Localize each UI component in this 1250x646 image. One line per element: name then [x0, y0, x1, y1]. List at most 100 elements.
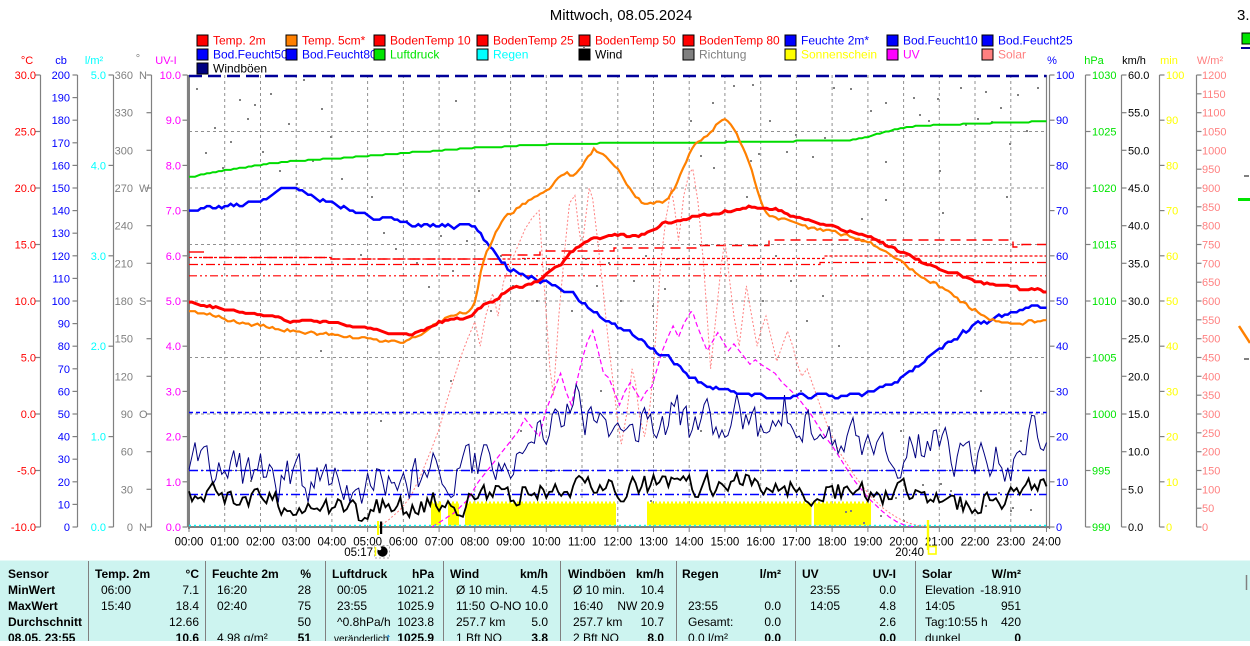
svg-text:3.0: 3.0	[166, 386, 181, 398]
svg-text:70: 70	[1056, 206, 1068, 218]
svg-text:Richtung: Richtung	[699, 48, 746, 62]
svg-text:30: 30	[58, 454, 70, 466]
svg-text:05:17: 05:17	[344, 547, 373, 559]
svg-text:21:00: 21:00	[925, 537, 954, 549]
svg-text:150: 150	[115, 334, 133, 346]
svg-text:1021.2: 1021.2	[397, 583, 434, 597]
svg-text:24:00: 24:00	[1032, 537, 1061, 549]
svg-text:Sonnenschein: Sonnenschein	[801, 48, 877, 62]
svg-text:Wind: Wind	[450, 567, 479, 581]
svg-text:4.5: 4.5	[531, 583, 548, 597]
svg-text:1025.9: 1025.9	[397, 599, 434, 613]
svg-text:W/m²: W/m²	[992, 567, 1021, 581]
svg-text:20:00: 20:00	[889, 537, 918, 549]
svg-text:2.0: 2.0	[91, 341, 106, 353]
svg-text:07:00: 07:00	[425, 537, 454, 549]
svg-text:Mittwoch, 08.05.2024: Mittwoch, 08.05.2024	[550, 7, 693, 24]
svg-text:°C: °C	[21, 55, 33, 67]
svg-text:19:00: 19:00	[854, 537, 883, 549]
svg-text:10.7: 10.7	[641, 615, 665, 629]
svg-text:1030: 1030	[1092, 70, 1116, 82]
svg-text:1100: 1100	[1202, 108, 1226, 120]
svg-text:16:40: 16:40	[573, 599, 603, 613]
svg-text:BodenTemp 50: BodenTemp 50	[595, 34, 676, 48]
svg-text:50: 50	[1166, 296, 1178, 308]
svg-text:O-NO 10.0: O-NO 10.0	[490, 599, 548, 613]
svg-text:160: 160	[52, 160, 70, 172]
svg-text:20:40: 20:40	[895, 547, 924, 559]
svg-text:60.0: 60.0	[1128, 70, 1149, 82]
svg-text:30.0: 30.0	[15, 70, 36, 82]
svg-text:Ø 10 min.: Ø 10 min.	[573, 583, 625, 597]
svg-text:650: 650	[1202, 277, 1220, 289]
svg-text:5.0: 5.0	[21, 353, 36, 365]
svg-text:330: 330	[115, 108, 133, 120]
svg-text:Bod.Feucht25: Bod.Feucht25	[998, 34, 1073, 48]
svg-text:1010: 1010	[1092, 296, 1116, 308]
svg-text:700: 700	[1202, 258, 1220, 270]
svg-text:10.6: 10.6	[176, 631, 200, 641]
svg-text:UV-I: UV-I	[873, 567, 896, 581]
svg-text:270: 270	[115, 183, 133, 195]
svg-text:10.0: 10.0	[160, 70, 181, 82]
svg-text:80: 80	[58, 341, 70, 353]
svg-text:0: 0	[1014, 631, 1021, 641]
svg-text:7.1: 7.1	[182, 583, 199, 597]
svg-text:350: 350	[1202, 390, 1220, 402]
svg-text:30: 30	[1056, 386, 1068, 398]
svg-text:1020: 1020	[1092, 183, 1116, 195]
svg-text:23:55: 23:55	[688, 599, 718, 613]
svg-text:30.0: 30.0	[1128, 296, 1149, 308]
svg-text:40: 40	[1166, 341, 1178, 353]
svg-text:850: 850	[1202, 202, 1220, 214]
svg-text:0: 0	[1202, 522, 1208, 534]
svg-text:4.8: 4.8	[879, 599, 896, 613]
svg-text:7.0: 7.0	[166, 206, 181, 218]
svg-text:3.: 3.	[1237, 7, 1250, 24]
svg-text:60: 60	[1166, 251, 1178, 263]
svg-text:75: 75	[298, 599, 312, 613]
svg-text:Temp. 2m: Temp. 2m	[213, 34, 266, 48]
svg-text:°: °	[136, 53, 140, 65]
svg-text:951: 951	[1001, 599, 1021, 613]
svg-text:02:40: 02:40	[217, 599, 247, 613]
svg-text:240: 240	[115, 221, 133, 233]
svg-text:Durchschnitt: Durchschnitt	[8, 615, 82, 629]
svg-text:4.0: 4.0	[166, 341, 181, 353]
svg-text:Windböen: Windböen	[568, 567, 626, 581]
svg-text:90: 90	[121, 409, 133, 421]
svg-text:20.0: 20.0	[1128, 371, 1149, 383]
svg-text:Bod.Feucht10: Bod.Feucht10	[903, 34, 978, 48]
svg-text:BodenTemp 25: BodenTemp 25	[493, 34, 574, 48]
svg-text:50: 50	[1202, 503, 1214, 515]
svg-text:1023.8: 1023.8	[397, 615, 434, 629]
svg-text:450: 450	[1202, 353, 1220, 365]
svg-text:BodenTemp 10: BodenTemp 10	[390, 34, 471, 48]
svg-text:360: 360	[115, 70, 133, 82]
svg-text:-18.910: -18.910	[980, 583, 1021, 597]
svg-text:04:00: 04:00	[318, 537, 347, 549]
svg-text:500: 500	[1202, 334, 1220, 346]
svg-text:10:00: 10:00	[532, 537, 561, 549]
svg-text:W: W	[139, 183, 150, 195]
svg-text:15.0: 15.0	[1128, 409, 1149, 421]
svg-text:02:00: 02:00	[246, 537, 275, 549]
svg-text:Tag:10:55 h: Tag:10:55 h	[925, 615, 988, 629]
svg-text:km/h: km/h	[636, 567, 664, 581]
svg-text:W/m²: W/m²	[1197, 55, 1224, 67]
svg-text:28: 28	[298, 583, 312, 597]
svg-text:01:00: 01:00	[210, 537, 239, 549]
svg-text:30: 30	[121, 484, 133, 496]
svg-text:hPa: hPa	[412, 567, 434, 581]
svg-text:23:55: 23:55	[337, 599, 367, 613]
svg-text:1025.9: 1025.9	[397, 631, 434, 641]
svg-text:0: 0	[64, 522, 70, 534]
svg-text:900: 900	[1202, 183, 1220, 195]
svg-text:^0.8hPa/h: ^0.8hPa/h	[337, 615, 391, 629]
svg-text:0.0: 0.0	[21, 409, 36, 421]
svg-text:N: N	[139, 70, 147, 82]
svg-text:BodenTemp 80: BodenTemp 80	[699, 34, 780, 48]
svg-text:14:05: 14:05	[810, 599, 840, 613]
svg-text:180: 180	[115, 296, 133, 308]
svg-text:130: 130	[52, 228, 70, 240]
